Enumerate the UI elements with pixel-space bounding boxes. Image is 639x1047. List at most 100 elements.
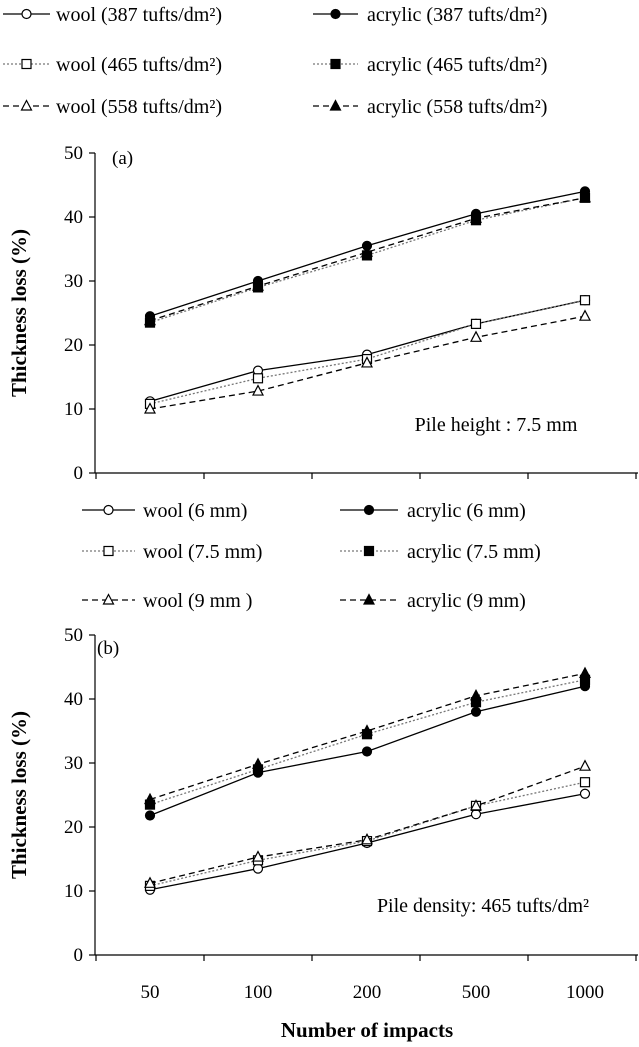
legend-entry: acrylic (465 tufts/dm²) <box>313 54 547 76</box>
y-tick-label: 50 <box>64 625 83 646</box>
data-point <box>579 788 591 799</box>
series-5 <box>144 759 591 888</box>
x-tick-label: 100 <box>244 982 273 1003</box>
series-6 <box>144 666 591 805</box>
legend-entry: acrylic (558 tufts/dm²) <box>313 96 547 118</box>
y-axis-title: Thickness loss (%) <box>7 711 31 879</box>
data-point <box>361 356 373 368</box>
legend-entry: wool (558 tufts/dm²) <box>3 96 222 118</box>
y-tick-label: 20 <box>64 335 83 356</box>
y-tick-label: 30 <box>64 753 83 774</box>
legend-marker <box>21 58 32 70</box>
series-1 <box>144 295 591 407</box>
panel-b: 0 10 20 30 40 50 50 100 200 500 1000 Thickness loss… <box>7 500 638 1003</box>
data-point <box>470 706 482 717</box>
data-point <box>361 724 373 736</box>
panel-a: 0 10 20 30 40 50 Thickness loss (%) (a) Pile hei… <box>3 4 638 484</box>
data-point <box>579 759 591 771</box>
y-tick-label: 40 <box>64 207 83 228</box>
legend-entry: acrylic (6 mm) <box>340 500 526 522</box>
legend-marker <box>21 8 32 20</box>
legend-label: wool (9 mm ) <box>143 590 252 612</box>
legend-entry: wool (9 mm ) <box>82 590 252 612</box>
legend-entry: acrylic (7.5 mm) <box>340 541 541 563</box>
legend-entry: wool (465 tufts/dm²) <box>3 54 222 76</box>
legend-label: wool (465 tufts/dm²) <box>56 54 222 76</box>
legend-entry: wool (7.5 mm) <box>82 541 262 563</box>
legend-label: acrylic (465 tufts/dm²) <box>367 54 547 76</box>
panel-label: (b) <box>97 638 119 659</box>
y-axis-title: Thickness loss (%) <box>7 229 31 397</box>
data-point <box>252 373 264 384</box>
legend-marker <box>103 545 114 557</box>
legend-label: acrylic (387 tufts/dm²) <box>367 4 547 26</box>
series-line <box>149 679 586 806</box>
legend-label: wool (558 tufts/dm²) <box>56 96 222 118</box>
y-tick-label: 50 <box>64 143 83 164</box>
data-point <box>361 746 373 757</box>
legend-label: acrylic (558 tufts/dm²) <box>367 96 547 118</box>
data-point <box>470 799 482 811</box>
data-point <box>361 833 373 845</box>
y-tick-label: 20 <box>64 817 83 838</box>
legend-marker <box>329 99 342 111</box>
legend-label: acrylic (6 mm) <box>407 500 526 522</box>
legend-entry: acrylic (387 tufts/dm²) <box>313 4 547 26</box>
data-point <box>470 809 482 820</box>
legend-entry: wool (6 mm) <box>82 500 247 522</box>
data-point <box>252 757 264 769</box>
x-axis-title: Number of impacts <box>281 1018 453 1042</box>
legend-marker <box>103 504 114 516</box>
series-4 <box>144 192 591 328</box>
y-tick-label: 10 <box>64 399 83 420</box>
data-point <box>579 309 591 321</box>
legend-label: wool (7.5 mm) <box>143 541 262 563</box>
y-tick-label: 0 <box>74 945 84 966</box>
annotation: Pile height : 7.5 mm <box>415 414 578 436</box>
legend-label: wool (6 mm) <box>143 500 247 522</box>
panel-label: (a) <box>112 148 133 169</box>
x-tick-label: 200 <box>353 982 382 1003</box>
legend-marker <box>363 504 375 516</box>
legend-label: wool (387 tufts/dm²) <box>56 4 222 26</box>
data-point <box>252 384 264 396</box>
series-6 <box>144 191 591 326</box>
data-point <box>144 402 156 414</box>
annotation: Pile density: 465 tufts/dm² <box>377 895 589 917</box>
data-point <box>579 191 591 203</box>
y-tick-label: 0 <box>74 463 84 484</box>
data-point <box>579 666 591 679</box>
legend-label: acrylic (7.5 mm) <box>407 541 541 563</box>
data-point <box>252 850 264 862</box>
data-point <box>144 876 156 888</box>
series-5 <box>144 309 591 414</box>
y-tick-label: 30 <box>64 271 83 292</box>
data-point <box>144 313 156 326</box>
y-tick-label: 40 <box>64 689 83 710</box>
data-point <box>252 863 264 874</box>
data-point <box>470 330 482 342</box>
legend-marker <box>20 99 33 111</box>
data-point <box>579 295 591 306</box>
series-2 <box>144 681 591 821</box>
data-point <box>361 245 373 257</box>
data-point <box>579 777 591 788</box>
legend-entry: wool (387 tufts/dm²) <box>3 4 222 26</box>
data-point <box>470 689 482 701</box>
x-tick-label: 1000 <box>566 982 604 1003</box>
legend-marker <box>330 58 341 70</box>
x-tick-label: 500 <box>462 982 491 1003</box>
data-point <box>470 211 482 223</box>
data-point <box>470 318 482 329</box>
legend-marker <box>363 545 375 557</box>
y-tick-label: 10 <box>64 881 83 902</box>
data-point <box>252 279 264 291</box>
legend-entry: acrylic (9 mm) <box>340 590 526 612</box>
x-tick-label: 50 <box>141 982 160 1003</box>
series-line <box>149 672 586 801</box>
data-point <box>144 792 156 805</box>
legend-marker <box>330 8 341 20</box>
data-point <box>144 810 156 821</box>
legend-marker <box>363 593 375 605</box>
